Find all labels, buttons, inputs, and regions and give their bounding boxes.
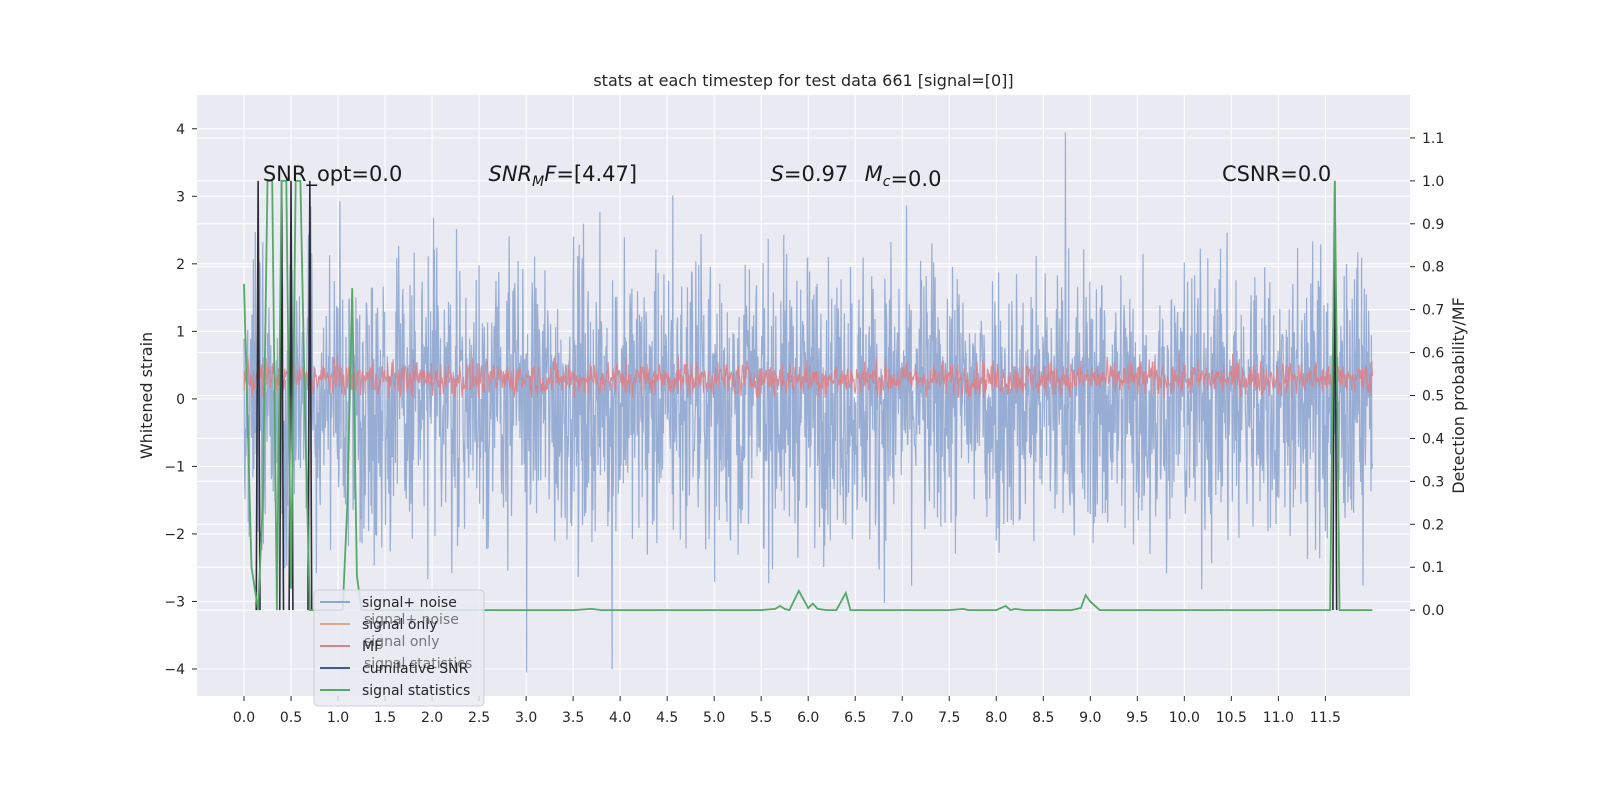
y-tick-label: 0 <box>176 392 185 408</box>
annotation: S=0.97 <box>771 162 849 186</box>
y-tick-label: −1 <box>164 459 185 475</box>
annotation-sub: c <box>883 174 891 190</box>
annotation: SNR_opt=0.0 <box>263 162 403 187</box>
chart-title: stats at each timestep for test data 661… <box>593 71 1013 90</box>
legend-ghost-label: signal+ noise <box>364 612 459 628</box>
annotation-part: M <box>865 162 883 186</box>
y-tick-label: −3 <box>164 594 185 610</box>
legend-ghost-label: signal only <box>364 634 439 650</box>
y-tick-label: 2 <box>176 257 185 273</box>
x-tick-label: 9.0 <box>1079 710 1101 726</box>
legend-label: signal+ noise <box>362 595 457 611</box>
x-tick-label: 3.5 <box>562 710 584 726</box>
y-tick-label: 3 <box>176 189 185 205</box>
x-tick-label: 0.0 <box>233 710 255 726</box>
x-tick-label: 9.5 <box>1126 710 1148 726</box>
y2-tick-label: 0.5 <box>1422 389 1444 405</box>
y2-tick-label: 0.7 <box>1422 303 1444 319</box>
series-signal-statistics <box>243 180 1373 612</box>
cumilative-snr-spike <box>307 180 313 611</box>
annotation-part: =0.97 <box>784 162 848 186</box>
x-tick-label: 4.5 <box>656 710 678 726</box>
y-axis-right: 0.0 0.1 0.2 0.3 0.4 0.5 0.6 0.7 0.8 0.9 1.0 1.1 <box>1410 131 1444 619</box>
mf-line <box>243 353 1373 398</box>
y2-tick-label: 0.2 <box>1422 517 1444 533</box>
annotation: SNRMF=[4.47] <box>488 162 637 190</box>
x-tick-label: 10.5 <box>1216 710 1247 726</box>
y2-tick-label: 0.1 <box>1422 560 1444 576</box>
x-tick-label: 1.5 <box>374 710 396 726</box>
cumilative-snr-spike <box>255 180 261 611</box>
y2-tick-label: 0.9 <box>1422 217 1444 233</box>
y2-tick-label: 1.0 <box>1422 174 1444 190</box>
annotation-part: =[4.47] <box>556 162 637 186</box>
x-tick-label: 10.0 <box>1169 710 1200 726</box>
y2-tick-label: 0.8 <box>1422 260 1444 276</box>
x-tick-label: 2.5 <box>468 710 490 726</box>
y-tick-label: 1 <box>176 324 185 340</box>
x-tick-label: 6.0 <box>797 710 819 726</box>
x-tick-label: 2.0 <box>421 710 443 726</box>
y2-tick-label: 0.4 <box>1422 431 1444 447</box>
y2-axis-label: Detection probability/MF <box>1449 297 1468 494</box>
y2-tick-label: 0.0 <box>1422 603 1444 619</box>
legend-box <box>313 589 485 707</box>
y-axis-label: Whitened strain <box>137 332 156 459</box>
annotation-part: =0.0 <box>890 167 941 191</box>
x-tick-label: 7.0 <box>891 710 913 726</box>
annotation-sub: M <box>532 174 544 190</box>
annotations: SNR_opt=0.0 SNRMF=[4.47] S=0.97 Mc=0.0 CSNR=… <box>263 162 1331 191</box>
y2-tick-label: 1.1 <box>1422 131 1444 147</box>
legend-label: signal only <box>362 617 437 633</box>
y-tick-label: 4 <box>176 122 185 138</box>
legend-label: cumilative SNR <box>362 661 469 677</box>
series-mf <box>243 353 1373 398</box>
x-tick-label: 11.5 <box>1310 710 1341 726</box>
x-tick-label: 7.5 <box>938 710 960 726</box>
x-tick-label: 8.5 <box>1032 710 1054 726</box>
annotation: CSNR=0.0 <box>1222 162 1331 186</box>
legend-label: signal statistics <box>362 683 470 699</box>
x-tick-label: 5.0 <box>703 710 725 726</box>
x-tick-label: 3.0 <box>515 710 537 726</box>
x-tick-label: 6.5 <box>844 710 866 726</box>
annotation: Mc=0.0 <box>865 162 942 191</box>
y-axis-left: −4 −3 −2 −1 0 1 2 3 4 <box>164 122 197 678</box>
y2-tick-label: 0.6 <box>1422 346 1444 362</box>
x-tick-label: 1.0 <box>327 710 349 726</box>
x-axis: 0.0 0.5 1.0 1.5 2.0 2.5 3.0 3.5 4.0 4.5 5.0 5.5 6.0 6… <box>233 696 1341 726</box>
y2-tick-label: 0.3 <box>1422 474 1444 490</box>
cumilative-snr-spike <box>1332 180 1338 611</box>
y-tick-label: −4 <box>164 662 185 678</box>
y-tick-label: −2 <box>164 527 185 543</box>
legend-label: MF <box>362 639 382 655</box>
x-tick-label: 5.5 <box>750 710 772 726</box>
signal-statistics-line <box>243 180 1373 612</box>
annotation-part: S <box>771 162 784 186</box>
annotation-part: SNR <box>488 162 532 186</box>
legend-ghost-label: signal statistics <box>364 656 472 672</box>
annotation-part: F <box>544 162 557 186</box>
x-tick-label: 0.5 <box>280 710 302 726</box>
x-tick-label: 11.0 <box>1263 710 1294 726</box>
x-tick-label: 8.0 <box>985 710 1007 726</box>
x-tick-label: 4.0 <box>609 710 631 726</box>
